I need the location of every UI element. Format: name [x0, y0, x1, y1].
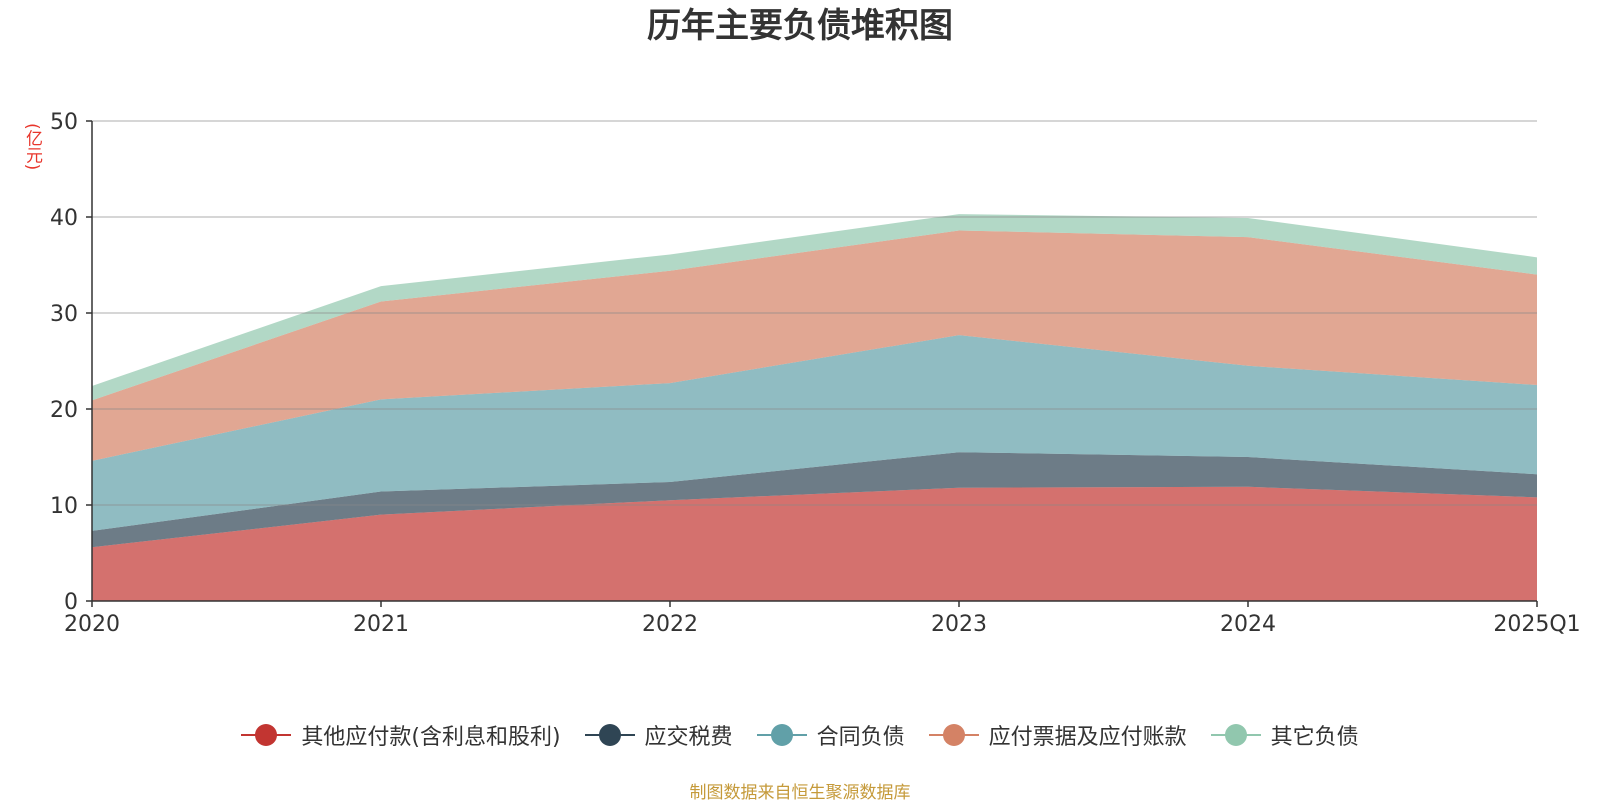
x-tick-label: 2022: [642, 612, 698, 637]
chart-title: 历年主要负债堆积图: [647, 6, 953, 46]
y-tick-label: 40: [50, 206, 78, 231]
area-series-1: [92, 486, 1537, 601]
legend-label: 其它负债: [1270, 725, 1359, 750]
x-tick-label: 2025Q1: [1493, 612, 1580, 637]
legend: 其他应付款(含利息和股利) 应交税费 合同负债 应付票据及应付账款 其它负债: [0, 718, 1600, 752]
legend-item-3[interactable]: 合同负债: [756, 719, 905, 751]
y-tick-label: 50: [50, 110, 78, 135]
area-series-2: [92, 452, 1537, 548]
legend-marker-icon: [928, 723, 979, 747]
area-series-3: [92, 335, 1537, 531]
x-tick-label: 2024: [1220, 612, 1276, 637]
legend-label: 应交税费: [644, 725, 733, 750]
legend-label: 合同负债: [816, 725, 905, 750]
data-source-note: 制图数据来自恒生聚源数据库: [689, 783, 911, 803]
area-series-4: [92, 230, 1537, 461]
x-tick-label: 2023: [931, 612, 987, 637]
legend-label: 应付票据及应付账款: [988, 725, 1187, 750]
legend-label: 其他应付款(含利息和股利): [301, 725, 561, 750]
y-tick-label: 0: [64, 590, 78, 615]
legend-item-1[interactable]: 其他应付款(含利息和股利): [241, 719, 561, 751]
legend-marker-icon: [756, 723, 807, 747]
stacked-area-chart: 0 10 20 30 40 50 2020 2021 2022 2023 2024 2025Q1: [50, 110, 1581, 637]
y-tick-label: 20: [50, 398, 78, 423]
legend-marker-icon: [241, 723, 292, 747]
legend-item-2[interactable]: 应交税费: [584, 719, 733, 751]
y-tick-label: 30: [50, 302, 78, 327]
legend-marker-icon: [584, 723, 635, 747]
legend-item-4[interactable]: 应付票据及应付账款: [928, 719, 1187, 751]
x-tick-label: 2021: [353, 612, 409, 637]
legend-marker-icon: [1210, 723, 1261, 747]
y-tick-label: 10: [50, 494, 78, 519]
legend-item-5[interactable]: 其它负债: [1210, 719, 1359, 751]
x-tick-label: 2020: [64, 612, 120, 637]
y-axis-unit-label: (亿元): [22, 123, 42, 171]
